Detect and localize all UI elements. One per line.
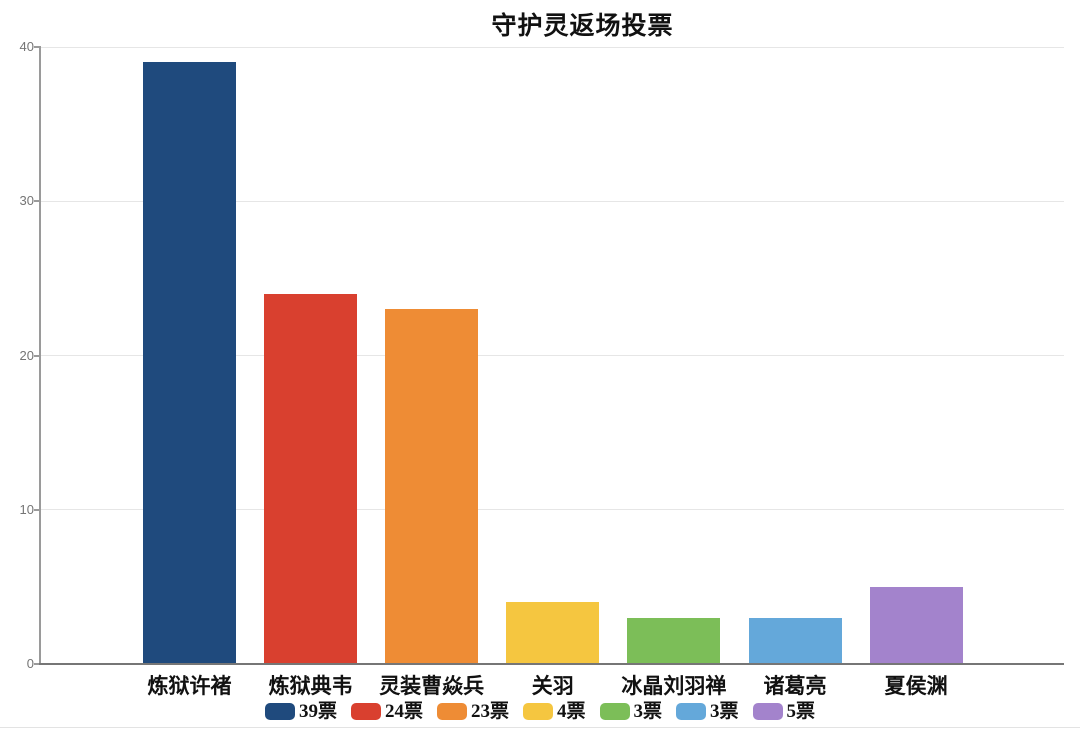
legend-item: 24票	[350, 700, 423, 722]
legend-label: 23票	[470, 700, 509, 722]
bar-关羽	[506, 602, 600, 664]
legend-label: 24票	[384, 700, 423, 722]
y-tick-label: 40	[19, 39, 34, 54]
chart-legend: 39票 24票 23票 4票 3票 3票 5票	[0, 698, 1080, 724]
legend-label: 3票	[633, 700, 663, 722]
x-category-label: 关羽	[531, 674, 574, 698]
y-tick-label: 20	[19, 347, 34, 363]
legend-label: 39票	[298, 700, 337, 722]
x-category-label: 夏侯渊	[884, 674, 948, 698]
y-tick-label: 30	[19, 193, 34, 209]
legend-item: 5票	[752, 700, 816, 722]
y-tick-label: 0	[26, 656, 34, 671]
bar-诸葛亮	[748, 617, 842, 664]
y-tick-mark	[34, 663, 41, 665]
bar-冰晶刘羽禅	[627, 617, 721, 664]
y-tick-mark	[34, 46, 41, 48]
legend-item: 39票	[264, 700, 337, 722]
legend-swatch-icon	[676, 702, 707, 720]
legend-swatch-icon	[522, 702, 553, 720]
y-axis-line	[39, 47, 41, 665]
bar-灵装曹焱兵	[385, 309, 479, 664]
legend-label: 3票	[710, 700, 739, 722]
y-tick-mark	[34, 508, 41, 511]
x-category-label: 炼狱典韦	[268, 674, 353, 698]
legend-label: 5票	[786, 700, 816, 722]
legend-item: 23票	[436, 700, 509, 722]
chart-title: 守护灵返场投票	[491, 13, 674, 40]
gridline-y20	[40, 355, 1064, 356]
y-tick-mark	[34, 354, 41, 357]
y-tick-label: 10	[19, 501, 34, 517]
legend-swatch-icon	[436, 702, 467, 720]
legend-item: 4票	[522, 700, 586, 722]
x-category-label: 诸葛亮	[763, 674, 827, 698]
x-category-label: 冰晶刘羽禅	[621, 674, 727, 698]
legend-swatch-icon	[350, 702, 381, 720]
x-axis-line	[39, 663, 1064, 665]
gridline-y10	[40, 509, 1064, 511]
bottom-divider	[0, 727, 1080, 728]
legend-item: 3票	[599, 700, 663, 722]
y-tick-mark	[34, 200, 41, 203]
x-category-label: 灵装曹焱兵	[379, 674, 485, 698]
gridline-y40	[40, 46, 1064, 48]
legend-item: 3票	[676, 702, 739, 721]
legend-label: 4票	[556, 700, 586, 722]
gridline-y30	[40, 200, 1064, 202]
bar-炼狱许褚	[143, 62, 236, 664]
legend-swatch-icon	[599, 702, 630, 720]
bar-炼狱典韦	[264, 293, 358, 664]
legend-swatch-icon	[264, 702, 295, 720]
bar-夏侯渊	[869, 586, 963, 664]
legend-swatch-icon	[752, 702, 783, 720]
x-category-label: 炼狱许褚	[147, 674, 232, 698]
